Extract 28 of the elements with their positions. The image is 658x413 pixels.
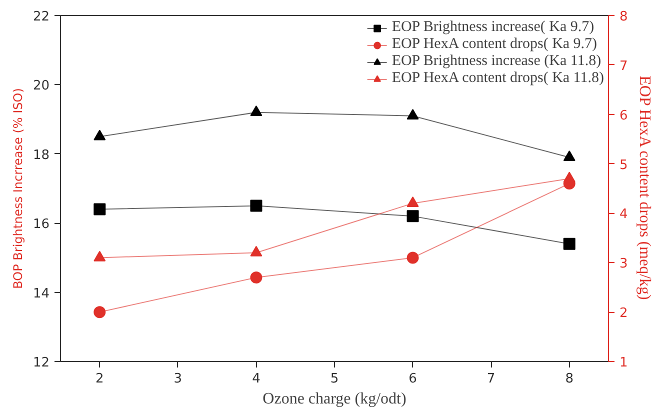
y-tick-label: 18 (32, 148, 50, 163)
y2-tick-label: 7 (620, 58, 628, 74)
legend-label: EOP HexA content drops( Ka 9.7) (392, 36, 598, 53)
y-tick-label: 12 (32, 356, 50, 370)
y-tick-label: 14 (32, 286, 50, 302)
x-tick-label: 6 (408, 372, 417, 386)
y-tick-label: 22 (32, 10, 50, 24)
x-tick-label: 2 (96, 372, 104, 386)
y2-tick-label: 1 (620, 356, 628, 370)
y-tick-label: 16 (32, 217, 50, 232)
x-tick-label: 5 (330, 372, 339, 386)
y-axis-title: BOP Brightness Incrrease (% ISO) (10, 88, 25, 289)
y2-tick-label: 8 (620, 10, 628, 24)
y2-tick-label: 6 (620, 108, 628, 124)
y-tick-label: 20 (32, 78, 50, 94)
y2-tick-label: 5 (620, 158, 628, 173)
y2-tick-label: 4 (620, 207, 628, 222)
legend-label: EOP HexA content drops( Ka 11.8) (392, 70, 604, 87)
x-tick-label: 3 (174, 372, 182, 386)
x-tick-label: 8 (565, 372, 574, 386)
x-axis-title: Ozone charge (kg/odt) (262, 390, 406, 408)
legend-label: EOP Brightness increase( Ka 9.7) (392, 19, 594, 36)
y2-axis-title: EOP HexA content drops (meq/kg) (636, 76, 653, 300)
x-tick-label: 7 (486, 372, 496, 386)
legend-label: EOP Brightness increase (Ka 11.8) (392, 53, 602, 70)
x-tick-label: 4 (252, 372, 260, 386)
y2-tick-label: 2 (620, 306, 628, 322)
y2-tick-label: 3 (620, 256, 628, 272)
